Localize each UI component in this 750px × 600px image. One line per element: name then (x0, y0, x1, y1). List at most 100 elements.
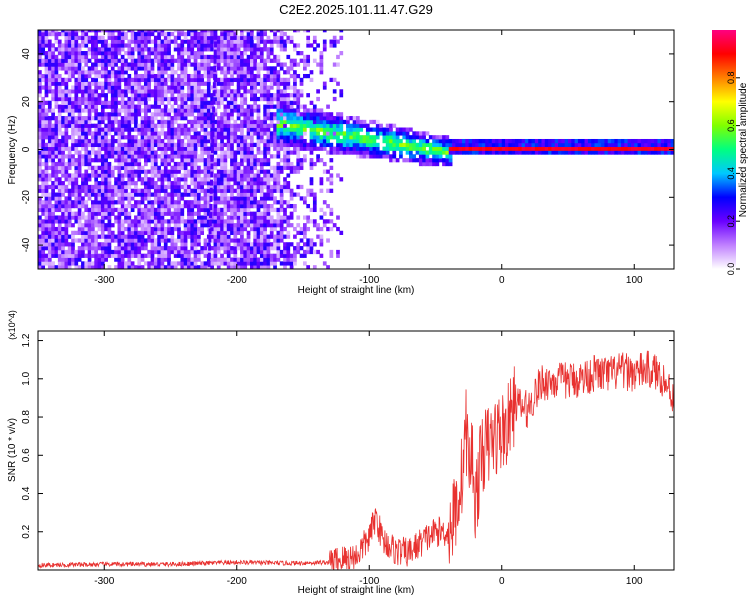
spectrogram-cell (127, 43, 132, 48)
spectrogram-cell (44, 51, 49, 56)
spectrogram-cell (160, 184, 165, 190)
spectrogram-cell (130, 104, 135, 109)
spectrogram-cell (67, 70, 72, 75)
spectrogram-cell (289, 215, 294, 220)
spectrogram-cell (137, 211, 142, 216)
spectrogram-cell (130, 135, 135, 140)
spectrogram-cell (177, 184, 181, 190)
spectrogram-cell (38, 215, 42, 220)
spectrogram-cell (61, 161, 65, 167)
spectrogram-cell (87, 184, 92, 190)
spectrogram-cell (630, 142, 635, 148)
spectrogram-cell (216, 265, 221, 269)
spectrogram-cell (379, 127, 383, 132)
spectrogram-cell (299, 238, 304, 243)
spectrogram-cell (144, 223, 148, 228)
spectrogram-cell (120, 66, 125, 71)
spectrogram-cell (286, 138, 291, 144)
spectrogram-cell (250, 35, 254, 40)
spectrogram-cell (187, 51, 191, 56)
spectrogram-cell (236, 265, 241, 269)
spectrogram-cell (157, 169, 161, 174)
spectrogram-cell (336, 215, 340, 220)
spectrogram-cell (296, 112, 301, 117)
spectrogram-cell (134, 188, 138, 193)
spectrogram-cell (303, 261, 307, 266)
spectrogram-cell (170, 184, 175, 190)
spectrogram-cell (94, 184, 99, 190)
spectrogram-cell (144, 253, 148, 258)
spectrogram-cell (163, 51, 168, 56)
spectrogram-cell (309, 127, 314, 132)
spectrogram-cell (269, 58, 274, 63)
spectrogram-cell (117, 161, 122, 167)
spectrogram-cell (77, 173, 82, 178)
spectrogram-cell (147, 203, 152, 209)
spectrogram-cell (193, 249, 198, 255)
spectrogram-cell (296, 104, 301, 109)
spectrogram-cell (144, 142, 148, 148)
spectrogram-cell (574, 138, 579, 144)
spectrogram-cell (236, 211, 241, 216)
spectrogram-cell (382, 127, 387, 132)
spectrogram-cell (47, 85, 52, 90)
spectrogram-cell (107, 161, 112, 167)
spectrogram-cell (236, 54, 241, 60)
spectrogram-cell (177, 219, 181, 224)
spectrogram-cell (107, 249, 112, 255)
spectrogram-cell (84, 158, 89, 163)
spectrogram-cell (316, 96, 320, 102)
spectrogram-cell (38, 93, 42, 98)
spectrogram-cell (38, 104, 42, 109)
spectrogram-cell (140, 54, 145, 60)
spectrogram-cell (51, 223, 55, 228)
spectrogram-cell (203, 150, 208, 155)
spectrogram-cell (216, 238, 221, 243)
spectrogram-cell (77, 211, 82, 216)
spectrogram-cell (130, 58, 135, 63)
spectrogram-cell (91, 138, 95, 144)
spectrogram-cell (256, 184, 261, 190)
spectrogram-cell (233, 31, 238, 37)
spectrogram-cell (273, 35, 277, 40)
spectrogram-cell (488, 142, 493, 148)
spectrogram-cell (153, 112, 158, 117)
spectrogram-cell (263, 249, 267, 255)
spectrogram-cell (38, 246, 42, 251)
spectrogram-cell (183, 230, 188, 235)
spectrogram-cell (107, 62, 112, 67)
spectrogram-cell (177, 154, 181, 159)
spectrogram-cell (375, 127, 380, 132)
spectrogram-cell (521, 146, 526, 151)
spectrogram-cell (230, 161, 234, 167)
spectrogram-cell (197, 158, 201, 163)
spectrogram-cell (210, 30, 214, 33)
spectrogram-cell (124, 116, 128, 121)
spectrogram-cell (319, 54, 324, 60)
spectrogram-cell (67, 261, 72, 266)
spectrogram-cell (336, 135, 340, 140)
spectrogram-cell (64, 108, 69, 113)
spectrogram-cell (289, 203, 294, 209)
spectrogram-cell (438, 158, 443, 163)
spectrogram-cell (220, 238, 224, 243)
spectrogram-cell (246, 261, 251, 266)
spectrogram-cell (296, 62, 301, 67)
spectrogram-cell (38, 30, 42, 33)
spectrogram-cell (54, 119, 59, 125)
spectrogram-cell (226, 112, 231, 117)
spectrogram-cell (67, 158, 72, 163)
spectrogram-cell (44, 177, 49, 182)
spectrogram-cell (521, 142, 526, 148)
spectrogram-cell (236, 150, 241, 155)
spectrogram-cell (173, 161, 178, 167)
spectrogram-cell (51, 234, 55, 239)
spectrogram-cell (140, 257, 145, 262)
spectrogram-cell (127, 161, 132, 167)
spectrogram-cell (117, 81, 122, 86)
spectrogram-cell (44, 154, 49, 159)
spectrogram-cell (81, 135, 85, 140)
spectrogram-cell (38, 85, 42, 90)
spectrogram-streak (207, 260, 211, 267)
spectrogram-cell (250, 31, 254, 37)
